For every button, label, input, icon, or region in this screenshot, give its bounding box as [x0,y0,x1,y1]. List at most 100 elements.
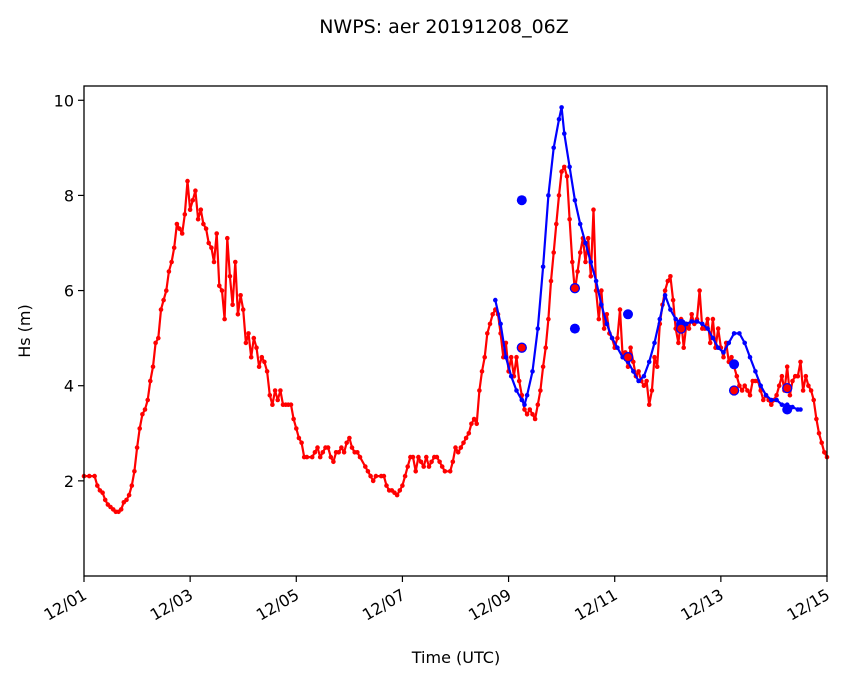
forecast-point [694,319,700,324]
observed-point [118,507,124,512]
forecast-point [705,326,710,331]
forecast-observed-highlight-point [675,323,687,334]
y-axis: 2 4 6 8 10 [54,91,84,491]
forecast-point [604,321,610,327]
observed-point [169,259,174,265]
forecast-point [556,117,562,122]
observed-point [166,269,172,274]
observed-point [185,178,190,184]
observed-point [140,412,145,417]
observed-point [463,435,469,441]
forecast-point [753,369,758,374]
observed-point [325,445,331,450]
observed-point [532,416,538,422]
observed-point [543,345,548,351]
forecast-point [742,340,747,346]
observed-point [556,193,562,198]
observed-point [129,483,135,488]
observed-point [822,450,827,455]
observed-point [450,459,456,465]
observed-point [294,426,299,431]
observed-point [575,269,580,274]
observed-point [291,416,296,422]
observed-point [482,354,488,360]
observed-point [548,278,554,284]
observed-point [347,435,352,441]
forecast-point [551,145,556,151]
observed-point [455,450,461,455]
observed-point [275,397,281,403]
observed-point [508,354,514,360]
observed-point [336,450,342,455]
observed-point [524,412,530,417]
observed-point [490,312,496,317]
forecast-point [519,397,525,403]
observed-point [471,416,477,422]
observed-point [418,459,424,465]
observed-point [373,473,379,479]
observed-point [413,469,419,474]
observed-point [248,354,254,360]
observed-point [800,388,806,393]
observed-point [487,321,493,327]
observed-point [267,392,273,398]
forecast-observed-highlight-point [728,385,740,396]
observed-point [530,412,535,417]
observed-point [779,373,785,379]
observed-point [686,326,692,331]
observed-point [177,226,182,231]
observed-point [697,288,702,293]
forecast-point [779,402,785,408]
forecast-point [559,105,564,110]
observed-point [195,216,201,222]
observed-point [636,369,641,374]
observed-point [814,416,819,422]
observed-point [262,359,267,365]
observed-point [707,340,713,346]
observed-point [644,378,649,384]
observed-point [394,492,400,498]
observed-point [583,259,588,265]
forecast-point [599,302,604,308]
observed-point [734,373,740,379]
observed-point [148,378,153,384]
observed-point [219,288,225,293]
observed-point [787,392,793,398]
plot-area [81,105,830,515]
y-tick-label: 6 [64,282,74,301]
observed-point [477,388,482,393]
forecast-point [588,259,594,265]
forecast-point [546,193,551,198]
observed-point [665,278,671,284]
observed-point [808,388,814,393]
observed-point [447,469,453,474]
observed-point [102,497,108,503]
observed-point [397,488,403,493]
observed-point [646,402,652,408]
forecast-highlight-point [729,359,740,370]
observed-point [784,364,790,370]
forecast-point [609,335,615,341]
x-axis-label: Time (UTC) [411,648,500,667]
forecast-point [774,397,779,403]
forecast-point [641,373,647,379]
observed-point [182,212,188,217]
observed-point [540,364,546,370]
observed-point [174,221,180,227]
observed-point [439,464,445,469]
observed-point [527,407,533,412]
observed-point [230,302,235,308]
forecast-point [583,240,588,246]
forecast-point [524,392,530,398]
y-tick-label: 10 [54,91,74,110]
forecast-point [572,197,578,203]
forecast-point [615,345,620,351]
y-axis-label: Hs (m) [15,304,34,358]
observed-point [100,490,105,496]
observed-point [676,340,681,346]
observed-point [479,369,485,374]
forecast-point [652,340,657,346]
forecast-point [562,131,567,136]
forecast-point [522,402,527,408]
observed-point [631,359,636,365]
